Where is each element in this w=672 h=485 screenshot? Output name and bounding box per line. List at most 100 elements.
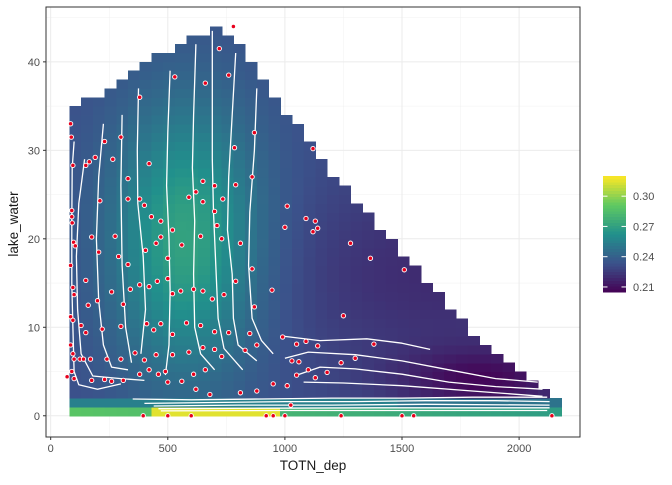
heatmap-tile [116, 363, 128, 372]
heatmap-tile [327, 398, 339, 407]
heatmap-tile [409, 327, 421, 336]
heatmap-tile [257, 310, 269, 319]
heatmap-tile [468, 372, 480, 381]
heatmap-tile [175, 389, 187, 398]
heatmap-tile [105, 327, 117, 336]
data-point [194, 387, 198, 391]
heatmap-tile [69, 389, 81, 398]
heatmap-tile [140, 115, 152, 124]
heatmap-tile [233, 88, 245, 97]
colorbar-segment [603, 266, 626, 269]
heatmap-tile [374, 318, 386, 327]
heatmap-tile [93, 389, 105, 398]
heatmap-tile [93, 363, 105, 372]
heatmap-tile [257, 257, 269, 266]
data-point [159, 219, 163, 223]
heatmap-tile [374, 265, 386, 274]
heatmap-tile [93, 274, 105, 283]
heatmap-tile [315, 239, 327, 248]
heatmap-tile [315, 274, 327, 283]
heatmap-tile [292, 327, 304, 336]
heatmap-tile [269, 221, 281, 230]
x-tick-label: 2000 [507, 443, 531, 455]
heatmap-tile [362, 310, 374, 319]
data-point [297, 360, 301, 364]
heatmap-tile [245, 62, 257, 71]
data-point [187, 195, 191, 199]
heatmap-tile [292, 133, 304, 142]
colorbar-segment [603, 191, 626, 194]
heatmap-tile [257, 124, 269, 133]
heatmap-tile [280, 274, 292, 283]
colorbar-tick-label: 0.24 [633, 252, 654, 264]
heatmap-tile [163, 141, 175, 150]
heatmap-tile [444, 354, 456, 363]
heatmap-tile [163, 389, 175, 398]
heatmap-tile [163, 212, 175, 221]
heatmap-tile [105, 186, 117, 195]
data-point [142, 203, 146, 207]
colorbar-segment [603, 278, 626, 281]
colorbar-segment [603, 222, 626, 225]
heatmap-tile [362, 248, 374, 257]
heatmap-tile [292, 310, 304, 319]
heatmap-tile [245, 248, 257, 257]
heatmap-tile [257, 301, 269, 310]
heatmap-tile [81, 150, 93, 159]
heatmap-tile [269, 274, 281, 283]
data-point [159, 235, 163, 239]
heatmap-tile [456, 336, 468, 345]
heatmap-tile [374, 345, 386, 354]
heatmap-tile [81, 106, 93, 115]
heatmap-tile [69, 398, 81, 407]
heatmap-tile [116, 398, 128, 407]
data-point [90, 378, 94, 382]
heatmap-tile [175, 53, 187, 62]
heatmap-tile [116, 168, 128, 177]
heatmap-tile [187, 35, 199, 44]
heatmap-tile [105, 274, 117, 283]
data-point [238, 241, 242, 245]
heatmap-tile [140, 292, 152, 301]
heatmap-tile [269, 327, 281, 336]
heatmap-tile [245, 363, 257, 372]
heatmap-tile [421, 292, 433, 301]
heatmap-tile [280, 257, 292, 266]
heatmap-tile [81, 141, 93, 150]
heatmap-tile [339, 274, 351, 283]
heatmap-tile [409, 310, 421, 319]
heatmap-tile [151, 389, 163, 398]
heatmap-tile [151, 88, 163, 97]
heatmap-tile [151, 257, 163, 266]
heatmap-tile [386, 327, 398, 336]
data-point [250, 267, 254, 271]
data-point [72, 357, 76, 361]
colorbar-segment [603, 260, 626, 263]
y-tick-label: 30 [28, 145, 40, 157]
heatmap-tile [257, 292, 269, 301]
heatmap-tile [280, 186, 292, 195]
heatmap-tile [105, 212, 117, 221]
colorbar-segment [603, 251, 626, 254]
heatmap-tile [386, 389, 398, 398]
data-point [316, 226, 320, 230]
data-point [126, 262, 130, 266]
colorbar-segment [603, 202, 626, 205]
heatmap-tile [339, 301, 351, 310]
heatmap-tile [339, 318, 351, 327]
heatmap-tile [327, 301, 339, 310]
heatmap-tile [503, 398, 515, 407]
colorbar-segment [603, 188, 626, 191]
heatmap-tile [257, 380, 269, 389]
heatmap-tile [362, 318, 374, 327]
heatmap-tile [269, 97, 281, 106]
heatmap-tile [339, 283, 351, 292]
heatmap-tile [245, 354, 257, 363]
data-point [138, 197, 142, 201]
data-point [147, 368, 151, 372]
data-point [98, 199, 102, 203]
heatmap-tile [175, 257, 187, 266]
heatmap-tile [491, 354, 503, 363]
heatmap-tile [105, 398, 117, 407]
heatmap-tile [140, 124, 152, 133]
